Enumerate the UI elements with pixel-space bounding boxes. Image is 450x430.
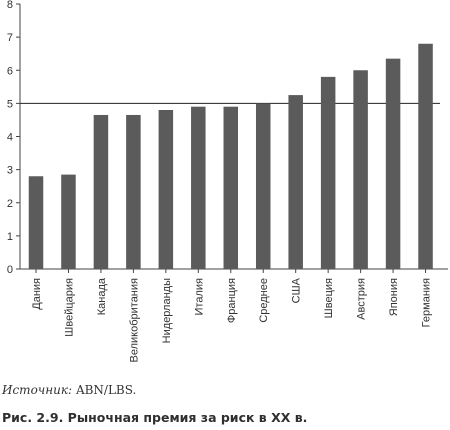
x-tick-label: Франция — [226, 278, 238, 323]
bar-13 — [418, 43, 433, 269]
bar-3 — [93, 114, 109, 269]
y-tick-label: 7 — [7, 32, 13, 44]
x-tick-labels: Дания Швейцария Канада Великобритания Нидерл… — [31, 277, 433, 362]
x-tick-label: Нидерланды — [161, 278, 173, 343]
y-tick-label: 6 — [7, 65, 13, 77]
bars-group — [28, 43, 433, 269]
bar-4 — [126, 114, 141, 269]
y-tick-labels: 0 1 2 3 4 5 6 7 8 — [7, 0, 13, 276]
bar-11 — [353, 70, 368, 269]
source-label: Источник: — [2, 383, 73, 397]
x-tick-label: Германия — [421, 278, 433, 327]
x-tick-label: Среднее — [258, 278, 270, 323]
x-tick-label: Швейцария — [63, 278, 75, 337]
x-tick-label: Япония — [388, 278, 400, 316]
bar-8 — [255, 103, 271, 269]
x-tick-label: Великобритания — [128, 278, 140, 363]
bar-12 — [385, 58, 401, 269]
y-tick-label: 3 — [7, 165, 13, 177]
bar-7 — [223, 106, 239, 269]
source-note: Источник: ABN/LBS. — [2, 383, 442, 397]
x-tick-label: США — [291, 277, 303, 303]
chart-axes — [16, 3, 448, 273]
bar-10 — [320, 76, 336, 269]
y-tick-label: 2 — [7, 198, 13, 210]
bar-9 — [288, 95, 303, 269]
source-value: ABN/LBS. — [75, 383, 137, 397]
x-tick-label: Швеция — [323, 278, 335, 318]
bar-chart: 0 1 2 3 4 5 6 7 8 Дания Швейцария Канада Великобрит… — [7, 0, 448, 362]
x-tick-label: Австрия — [356, 278, 368, 320]
y-tick-label: 5 — [7, 98, 13, 110]
bar-5 — [158, 110, 174, 269]
y-tick-label: 4 — [7, 132, 13, 144]
y-tick-label: 8 — [7, 0, 13, 11]
x-tick-label: Италия — [193, 278, 205, 316]
bar-1 — [28, 176, 44, 269]
x-tick-label: Канада — [96, 277, 108, 315]
y-tick-label: 0 — [7, 264, 13, 276]
bar-6 — [191, 106, 206, 269]
bar-2 — [61, 174, 76, 269]
y-tick-label: 1 — [7, 231, 13, 243]
figure-caption: Рис. 2.9. Рыночная премия за риск в XX в… — [2, 410, 308, 425]
x-tick-label: Дания — [31, 278, 43, 310]
